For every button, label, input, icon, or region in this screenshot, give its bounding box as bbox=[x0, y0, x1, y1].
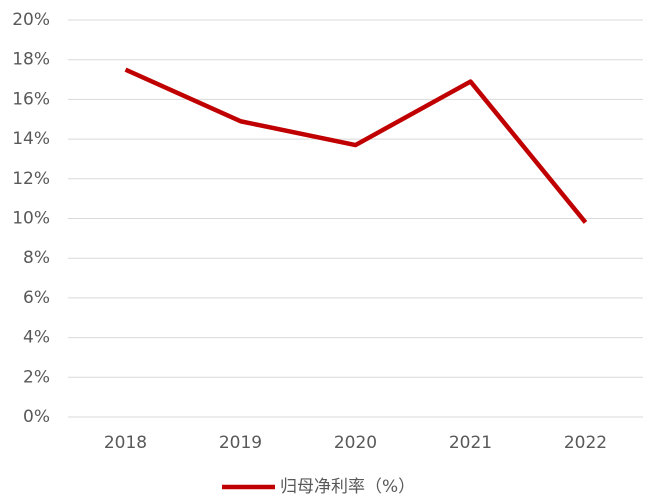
y-tick-label: 6% bbox=[23, 288, 50, 308]
y-tick-label: 8% bbox=[23, 248, 50, 268]
y-tick-label: 20% bbox=[12, 10, 50, 30]
x-tick-label: 2020 bbox=[334, 433, 377, 453]
x-tick-label: 2021 bbox=[449, 433, 492, 453]
y-tick-label: 12% bbox=[12, 169, 50, 189]
x-tick-label: 2022 bbox=[564, 433, 607, 453]
y-tick-label: 18% bbox=[12, 50, 50, 70]
x-tick-label: 2018 bbox=[104, 433, 147, 453]
x-tick-label: 2019 bbox=[219, 433, 262, 453]
y-tick-label: 10% bbox=[12, 209, 50, 229]
y-tick-label: 14% bbox=[12, 129, 50, 149]
legend-label: 归母净利率（%） bbox=[280, 477, 415, 497]
y-tick-label: 16% bbox=[12, 89, 50, 109]
data-line bbox=[124, 67, 588, 224]
y-tick-label: 2% bbox=[23, 367, 50, 387]
y-tick-label: 4% bbox=[23, 328, 50, 348]
y-tick-label: 0% bbox=[23, 407, 50, 427]
